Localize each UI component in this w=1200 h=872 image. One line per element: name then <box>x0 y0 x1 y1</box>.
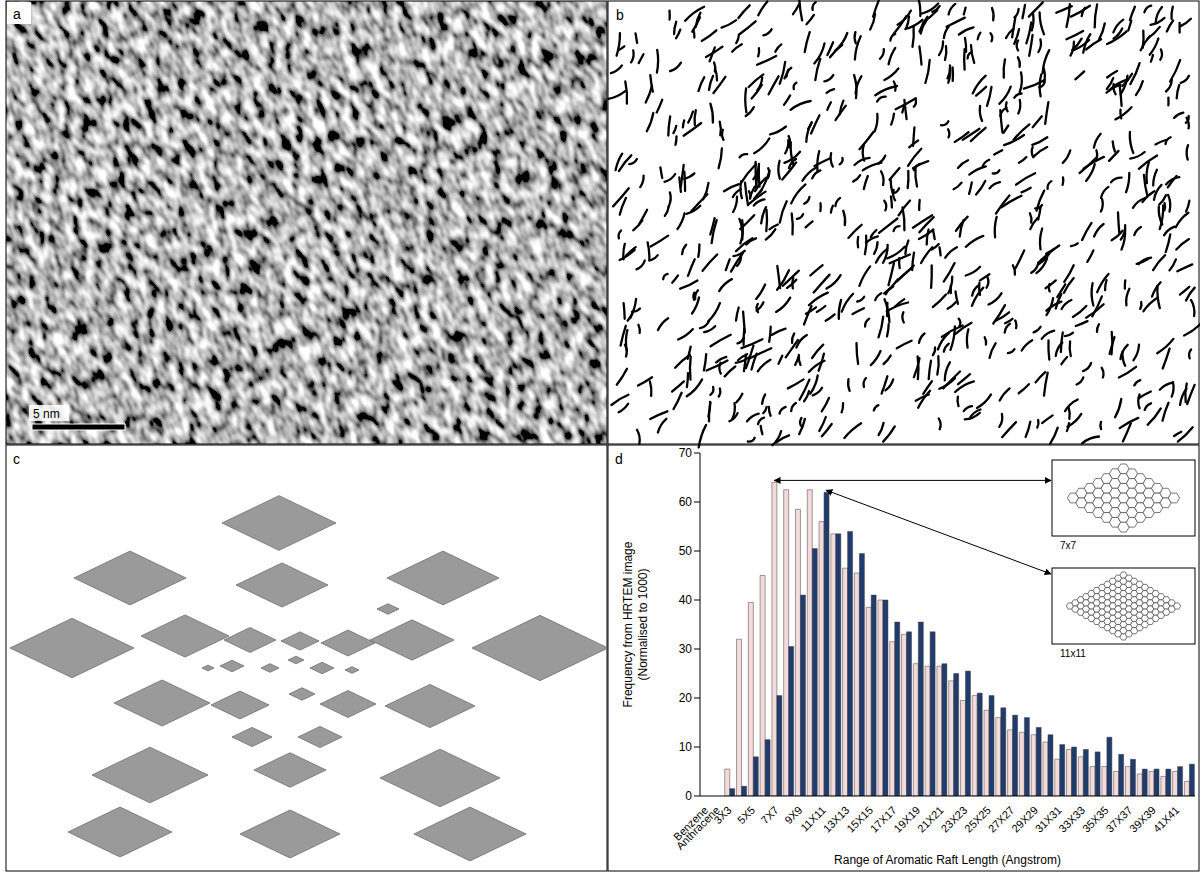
svg-text:Anthracene: Anthracene <box>674 804 722 852</box>
svg-text:0: 0 <box>685 789 692 803</box>
svg-text:7X7: 7X7 <box>759 804 781 826</box>
svg-text:25X25: 25X25 <box>962 803 993 835</box>
svg-text:21X21: 21X21 <box>914 803 946 835</box>
svg-text:33X33: 33X33 <box>1056 803 1088 835</box>
svg-text:5X5: 5X5 <box>735 804 757 826</box>
svg-text:13X13: 13X13 <box>820 803 852 835</box>
svg-text:39X39: 39X39 <box>1127 803 1158 835</box>
svg-text:d: d <box>615 451 623 467</box>
svg-text:b: b <box>616 7 624 23</box>
svg-text:30: 30 <box>679 642 693 656</box>
svg-text:11X11: 11X11 <box>798 803 828 834</box>
svg-text:Frequency from HRTEM image: Frequency from HRTEM image <box>621 541 635 707</box>
svg-text:27X27: 27X27 <box>985 803 1017 835</box>
svg-text:29X29: 29X29 <box>1009 803 1041 835</box>
svg-text:a: a <box>13 6 21 22</box>
svg-text:11x11: 11x11 <box>1060 648 1086 659</box>
svg-text:41X41: 41X41 <box>1151 804 1182 835</box>
svg-text:7x7: 7x7 <box>1060 540 1077 551</box>
svg-text:9X9: 9X9 <box>782 803 805 827</box>
svg-text:70: 70 <box>679 446 693 460</box>
svg-text:23X23: 23X23 <box>938 803 970 835</box>
svg-text:(Normalised to 1000): (Normalised to 1000) <box>636 568 650 680</box>
svg-text:Benzene: Benzene <box>670 803 711 843</box>
svg-text:31X31: 31X31 <box>1032 803 1064 835</box>
svg-text:50: 50 <box>679 544 693 558</box>
svg-text:37X37: 37X37 <box>1103 803 1135 835</box>
svg-text:60: 60 <box>679 495 693 509</box>
svg-text:35X35: 35X35 <box>1079 803 1111 835</box>
svg-text:40: 40 <box>679 593 693 607</box>
svg-text:Range of Aromatic Raft Length: Range of Aromatic Raft Length (Angstrom) <box>834 853 1061 867</box>
svg-text:20: 20 <box>679 691 693 705</box>
svg-text:17X17: 17X17 <box>867 803 899 835</box>
svg-text:10: 10 <box>679 740 693 754</box>
svg-text:19X19: 19X19 <box>891 803 923 835</box>
svg-text:15X15: 15X15 <box>844 803 876 835</box>
svg-text:c: c <box>13 451 20 467</box>
svg-text:5 nm: 5 nm <box>33 407 60 421</box>
svg-text:3X3: 3X3 <box>711 804 733 826</box>
